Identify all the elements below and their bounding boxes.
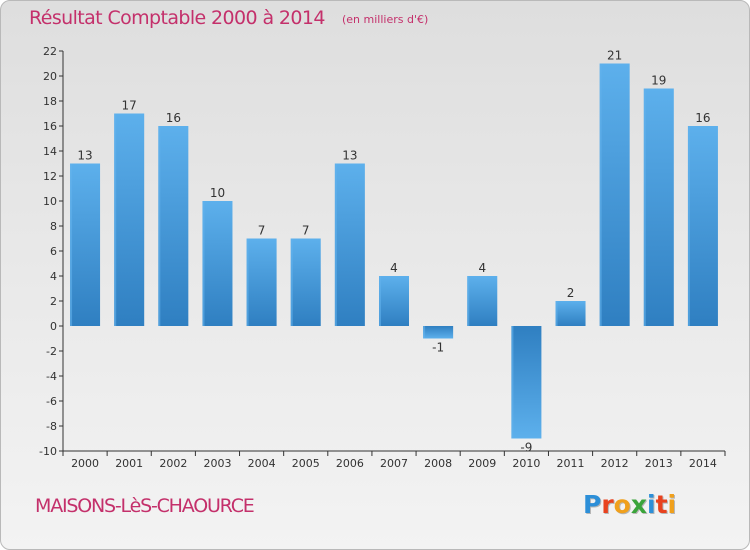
y-tick-label: 18 — [43, 95, 57, 108]
y-tick-label: 6 — [50, 245, 57, 258]
bar-2000 — [70, 163, 101, 326]
data-label-2008: -1 — [432, 341, 444, 355]
bar-2003 — [202, 201, 233, 326]
data-label-2013: 19 — [651, 74, 666, 88]
bar-2005 — [290, 238, 321, 326]
bar-2009 — [467, 276, 498, 326]
bar-highlight — [114, 113, 117, 326]
bar-highlight — [158, 126, 161, 326]
chart-title: Résultat Comptable 2000 à 2014 — [29, 7, 325, 29]
y-tick-label: -6 — [46, 395, 57, 408]
y-tick-label: 12 — [43, 170, 57, 183]
y-tick-label: 8 — [50, 220, 57, 233]
y-tick-label: -8 — [46, 420, 57, 433]
data-label-2006: 13 — [342, 149, 357, 163]
data-label-2005: 7 — [302, 224, 310, 238]
y-tick-label: 22 — [43, 45, 57, 58]
bar-2002 — [158, 126, 189, 326]
y-tick-label: 0 — [50, 320, 57, 333]
y-tick-label: 10 — [43, 195, 57, 208]
bar-highlight — [423, 326, 426, 339]
x-tick-label: 2008 — [424, 457, 452, 470]
x-tick-label: 2012 — [601, 457, 629, 470]
data-label-2007: 4 — [390, 261, 398, 275]
commune-name: MAISONS-LèS-CHAOURCE — [35, 495, 255, 517]
data-label-2011: 2 — [567, 286, 575, 300]
data-label-2014: 16 — [695, 111, 710, 125]
x-tick-label: 2005 — [292, 457, 320, 470]
bar-highlight — [290, 238, 293, 326]
x-tick-label: 2011 — [557, 457, 585, 470]
bar-highlight — [511, 326, 514, 439]
bar-highlight — [334, 163, 337, 326]
x-tick-label: 2004 — [248, 457, 276, 470]
bar-highlight — [555, 301, 558, 326]
logo-letter: i — [667, 490, 677, 519]
data-label-2004: 7 — [258, 224, 266, 238]
x-tick-label: 2014 — [689, 457, 717, 470]
x-tick-label: 2013 — [645, 457, 673, 470]
bar-highlight — [643, 88, 646, 326]
bar-highlight — [467, 276, 470, 326]
data-label-2003: 10 — [210, 186, 225, 200]
data-label-2010: -9 — [520, 441, 532, 455]
bar-2010 — [511, 326, 542, 439]
proxiti-logo: Proxiti — [583, 490, 676, 519]
x-tick-label: 2009 — [468, 457, 496, 470]
data-label-2000: 13 — [77, 149, 92, 163]
logo-letter: x — [630, 490, 647, 519]
bar-2006 — [334, 163, 365, 326]
bar-2004 — [246, 238, 277, 326]
x-tick-label: 2007 — [380, 457, 408, 470]
bar-highlight — [202, 201, 205, 326]
data-label-2002: 16 — [166, 111, 181, 125]
x-tick-label: 2010 — [512, 457, 540, 470]
bar-2013 — [643, 88, 674, 326]
x-tick-label: 2001 — [115, 457, 143, 470]
x-tick-label: 2003 — [203, 457, 231, 470]
y-tick-label: -4 — [46, 370, 57, 383]
bar-2014 — [687, 126, 718, 326]
chart-unit: (en milliers d'€) — [342, 13, 429, 26]
bars — [70, 63, 718, 439]
bar-2008 — [423, 326, 454, 339]
data-label-2001: 17 — [122, 99, 137, 113]
bar-highlight — [687, 126, 690, 326]
y-tick-label: -2 — [46, 345, 57, 358]
data-labels: 13 17 16 10 7 7 13 4 -1 4 -9 2 21 19 16 — [77, 49, 710, 455]
logo-letter: r — [601, 490, 614, 519]
data-label-2009: 4 — [478, 261, 486, 275]
y-tick-label: 4 — [50, 270, 57, 283]
y-tick-label: 16 — [43, 120, 57, 133]
bar-2001 — [114, 113, 145, 326]
bar-highlight — [379, 276, 381, 326]
logo-letter: o — [613, 490, 631, 519]
logo-letter: i — [647, 490, 656, 519]
data-label-2012: 21 — [607, 49, 622, 63]
bar-2007 — [379, 276, 409, 326]
x-tick-label: 2006 — [336, 457, 364, 470]
y-tick-label: 2 — [50, 295, 57, 308]
logo-letter: t — [655, 490, 668, 519]
x-tick-label: 2002 — [159, 457, 187, 470]
logo-letter: P — [583, 490, 602, 519]
bar-2012 — [599, 63, 630, 326]
bar-highlight — [246, 238, 249, 326]
y-tick-label: 20 — [43, 70, 57, 83]
x-tick-label: 2000 — [71, 457, 99, 470]
bar-highlight — [599, 63, 602, 326]
bar-highlight — [70, 163, 73, 326]
y-tick-label: -10 — [39, 445, 57, 458]
y-tick-label: 14 — [43, 145, 57, 158]
bar-2011 — [555, 301, 586, 326]
